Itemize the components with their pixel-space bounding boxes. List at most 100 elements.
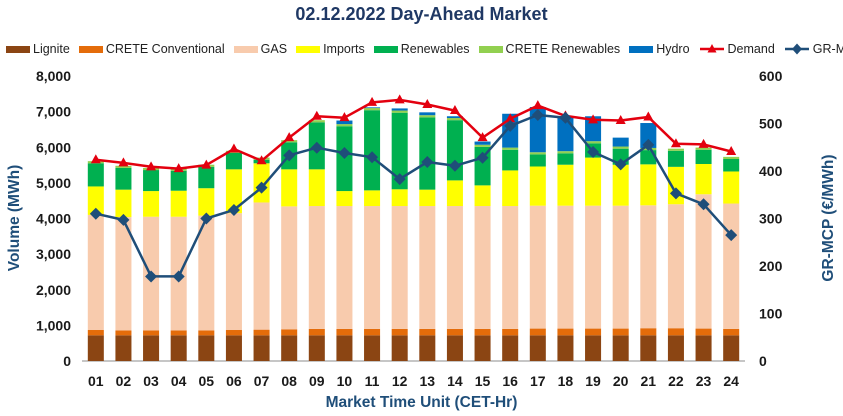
x-tick-label: 10 [337, 373, 353, 389]
bar-imports [640, 164, 657, 206]
bar-imports [336, 191, 353, 207]
marker-gr-mcp [227, 203, 240, 216]
bar-gas [502, 206, 519, 329]
bar-hydro [419, 112, 436, 116]
bar-crete-conventional [143, 330, 160, 336]
bar-imports [557, 164, 574, 206]
legend-swatch-hydro [629, 45, 654, 53]
bar-lignite [502, 335, 519, 361]
legend-label: GR-MCP [812, 42, 843, 56]
y-tick-label: 3,000 [36, 246, 71, 262]
x-tick-label: 13 [420, 373, 436, 389]
x-tick-label: 20 [613, 373, 629, 389]
x-tick-label: 09 [309, 373, 325, 389]
marker-demand [146, 161, 157, 171]
bar-lignite [419, 335, 436, 361]
x-tick-label: 07 [254, 373, 270, 389]
y-tick-label: 4,000 [36, 211, 71, 227]
marker-demand [394, 94, 405, 104]
bar-lignite [585, 335, 602, 361]
marker-gr-mcp [283, 149, 296, 162]
marker-gr-mcp [172, 270, 185, 283]
legend-item-crete-renewables: CRETE Renewables [478, 42, 620, 56]
bar-renewables [170, 170, 187, 191]
legend-item-gas: GAS [233, 42, 287, 56]
bar-renewables [695, 149, 712, 164]
x-tick-label: 01 [88, 373, 104, 389]
bar-imports [391, 189, 408, 207]
bar-crete-renewables [336, 124, 353, 127]
bar-gas [87, 214, 104, 331]
bar-hydro [336, 120, 353, 125]
bar-crete-conventional [612, 328, 629, 336]
y-tick-label: 5,000 [36, 175, 71, 191]
bar-imports [170, 190, 187, 217]
legend-marker-gr-mcp-icon [784, 43, 809, 55]
x-tick-label: 21 [641, 373, 657, 389]
marker-gr-mcp [200, 212, 213, 225]
bar-gas [253, 202, 270, 330]
bar-imports [364, 190, 381, 207]
marker-gr-mcp [255, 181, 268, 194]
bar-gas [723, 203, 740, 329]
legend-item-lignite: Lignite [6, 42, 70, 56]
bar-imports [474, 185, 491, 207]
line-gr-mcp [95, 113, 733, 278]
marker-gr-mcp [531, 108, 544, 121]
bar-lignite [308, 335, 325, 361]
bar-hydro [391, 108, 408, 111]
bar-lignite [446, 335, 463, 361]
bar-crete-conventional [253, 329, 270, 336]
marker-demand [311, 110, 322, 120]
legend-label: Lignite [33, 42, 70, 56]
bar-crete-conventional [87, 330, 104, 336]
bar-renewables [198, 166, 215, 189]
bar-crete-renewables [529, 152, 546, 155]
x-tick-label: 11 [365, 373, 380, 389]
legend-label: Renewables [400, 42, 470, 56]
bar-renewables [87, 163, 104, 187]
bar-crete-renewables [502, 147, 519, 150]
bar-crete-renewables [585, 141, 602, 144]
marker-demand [118, 157, 129, 167]
marker-gr-mcp [421, 155, 434, 168]
bar-imports [419, 189, 436, 207]
y2-tick-label: 0 [759, 353, 767, 369]
x-tick-label: 17 [530, 373, 546, 389]
marker-gr-mcp [393, 173, 406, 186]
y-tick-label: 6,000 [36, 139, 71, 155]
bar-crete-conventional [723, 328, 740, 336]
bar-gas [225, 213, 242, 331]
x-tick-label: 06 [226, 373, 242, 389]
y2-tick-label: 100 [759, 306, 783, 322]
bar-gas [336, 206, 353, 329]
bar-lignite [115, 335, 132, 361]
bar-crete-renewables [557, 151, 574, 154]
bar-lignite [225, 335, 242, 361]
bar-crete-conventional [474, 328, 491, 336]
x-tick-label: 15 [475, 373, 491, 389]
bar-gas [391, 206, 408, 329]
legend-item-gr-mcp: GR-MCP [784, 42, 843, 56]
legend-item-demand: Demand [699, 42, 775, 56]
y-tick-label: 0 [63, 353, 71, 369]
legend-item-hydro: Hydro [629, 42, 690, 56]
x-tick-label: 14 [447, 373, 463, 389]
bar-gas [198, 215, 215, 331]
x-tick-label: 19 [585, 373, 601, 389]
bar-crete-renewables [308, 120, 325, 123]
marker-demand [284, 132, 295, 142]
bar-crete-renewables [723, 156, 740, 160]
bar-gas [667, 204, 684, 329]
x-tick-label: 05 [199, 373, 215, 389]
bar-lignite [281, 335, 298, 361]
bar-crete-conventional [640, 328, 657, 336]
marker-demand [643, 111, 654, 121]
bar-crete-conventional [281, 329, 298, 336]
bar-crete-conventional [695, 328, 712, 336]
y2-tick-label: 500 [759, 116, 783, 132]
legend-item-renewables: Renewables [373, 42, 470, 56]
marker-gr-mcp [476, 151, 489, 164]
y-tick-label: 1,000 [36, 317, 71, 333]
